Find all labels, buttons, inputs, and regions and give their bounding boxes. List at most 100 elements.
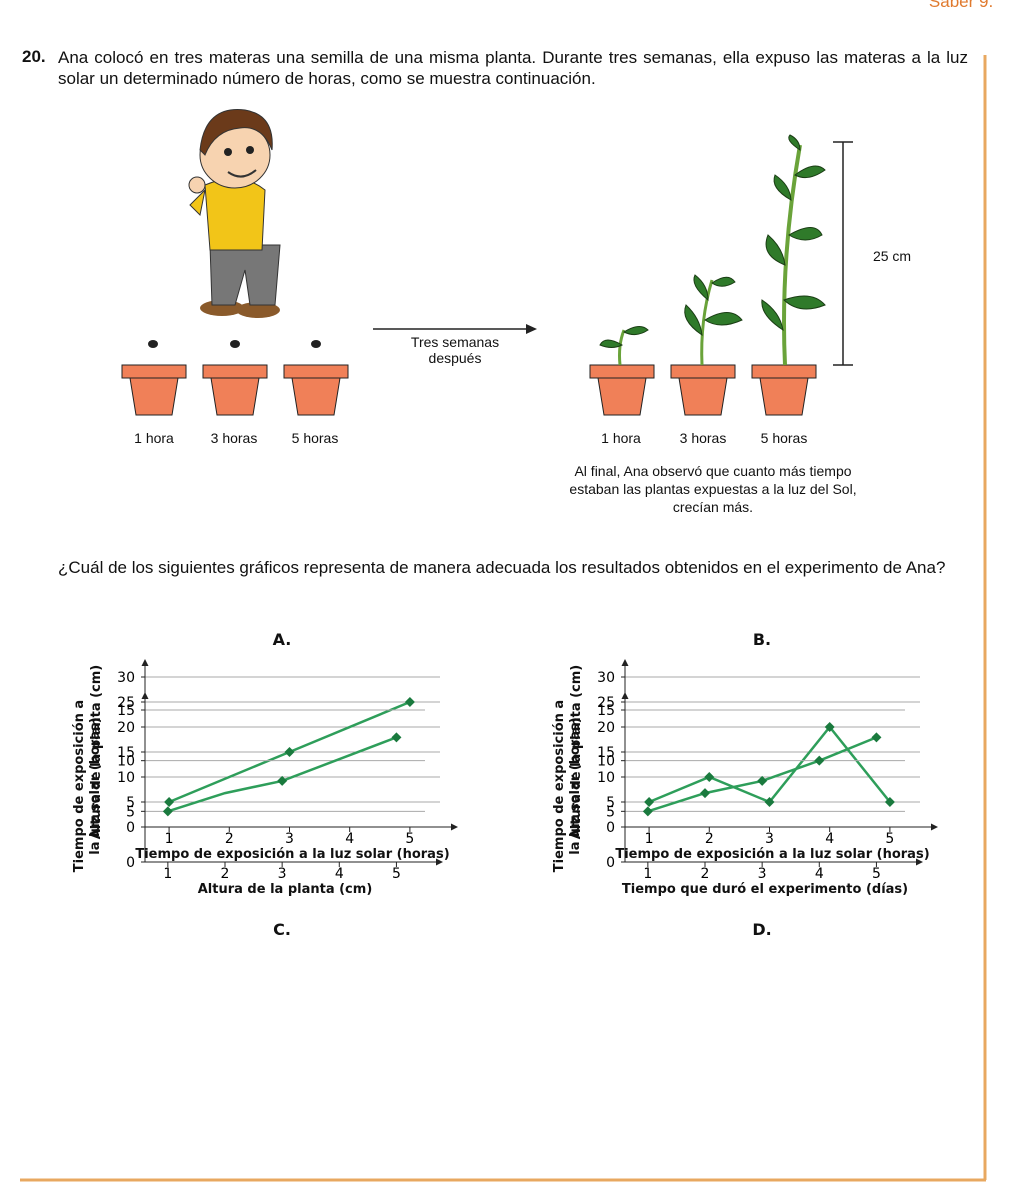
- data-point: [284, 747, 295, 757]
- chart-title: B.: [752, 630, 772, 649]
- y-axis-arrow: [141, 659, 149, 666]
- prompt: ¿Cuál de los siguientes gráficos represe…: [58, 558, 946, 577]
- chart-title: A.: [272, 630, 292, 649]
- data-point: [704, 772, 715, 782]
- height-label: 25 cm: [872, 248, 912, 264]
- pot-rim: [589, 364, 655, 379]
- y-tick-label: 5: [126, 795, 135, 811]
- x-tick-label: 5: [392, 866, 401, 882]
- y-tick-label: 0: [606, 820, 615, 836]
- pot-rim: [283, 364, 349, 379]
- pot-label: 3 horas: [679, 430, 727, 446]
- chart-title: C.: [273, 920, 291, 939]
- x-axis-label: Tiempo de exposición a la luz solar (hor…: [615, 847, 930, 862]
- x-tick-label: 5: [885, 831, 894, 847]
- x-tick-label: 4: [345, 831, 354, 847]
- y-axis-arrow: [141, 692, 149, 699]
- data-point: [814, 755, 825, 766]
- x-tick-label: 3: [285, 831, 294, 847]
- y-tick-label: 10: [597, 754, 615, 770]
- pot-rim: [202, 364, 268, 379]
- y-tick-label: 5: [606, 795, 615, 811]
- x-tick-label: 4: [335, 866, 344, 882]
- pot-rim: [121, 364, 187, 379]
- data-point: [824, 722, 835, 732]
- y-tick-label: 15: [117, 745, 135, 761]
- pot-rim: [670, 364, 736, 379]
- data-point: [884, 797, 895, 807]
- x-tick-label: 4: [815, 866, 824, 882]
- data-point: [642, 806, 653, 817]
- y-tick-label: 30: [597, 670, 615, 686]
- data-point: [164, 797, 175, 807]
- x-tick-label: 4: [825, 831, 834, 847]
- data-point: [162, 806, 173, 817]
- x-tick-label: 3: [765, 831, 774, 847]
- chart-title: D.: [752, 920, 772, 939]
- data-line: [167, 736, 397, 813]
- y-axis-label: Tiempo de exposición a la luz solar (hor…: [72, 699, 103, 873]
- x-tick-label: 1: [163, 866, 172, 882]
- y-tick-label: 10: [597, 770, 615, 786]
- caption: Al final, Ana observó que cuanto más tie…: [569, 463, 857, 515]
- x-tick-label: 1: [165, 831, 174, 847]
- y-tick-label: 5: [606, 804, 615, 820]
- y-tick-label: 10: [117, 770, 135, 786]
- data-point: [700, 788, 710, 799]
- x-tick-label: 3: [278, 866, 287, 882]
- x-tick-label: 5: [405, 831, 414, 847]
- pot-label: 1 hora: [134, 430, 174, 446]
- y-tick-label: 10: [117, 754, 135, 770]
- x-tick-label: 3: [758, 866, 767, 882]
- x-axis-arrow: [451, 823, 458, 831]
- intro-text: Ana colocó en tres materas una semilla d…: [58, 48, 968, 88]
- x-tick-label: 5: [872, 866, 881, 882]
- data-point: [757, 775, 768, 786]
- data-point: [764, 797, 775, 807]
- question-number: 20.: [22, 47, 46, 66]
- y-tick-label: 15: [597, 703, 615, 719]
- data-point: [277, 775, 288, 786]
- pot-label: 1 hora: [601, 430, 641, 446]
- pot-label: 3 horas: [210, 430, 258, 446]
- y-tick-label: 20: [597, 720, 615, 736]
- y-tick-label: 30: [117, 670, 135, 686]
- data-point: [404, 697, 415, 707]
- data-point: [871, 732, 882, 743]
- y-tick-label: 20: [117, 720, 135, 736]
- y-axis-label: Tiempo de exposición a la luz solar (hor…: [552, 699, 583, 873]
- pot-label: 5 horas: [760, 430, 808, 446]
- y-tick-label: 15: [117, 703, 135, 719]
- y-tick-label: 25: [117, 695, 135, 711]
- x-axis-arrow: [436, 858, 443, 866]
- x-axis-arrow: [916, 858, 923, 866]
- y-tick-label: 25: [597, 695, 615, 711]
- y-tick-label: 0: [126, 820, 135, 836]
- boy-illustration: [188, 109, 281, 318]
- y-tick-label: 0: [606, 855, 615, 871]
- x-tick-label: 1: [643, 866, 652, 882]
- y-axis-arrow: [621, 692, 629, 699]
- y-tick-label: 0: [126, 855, 135, 871]
- data-line: [648, 725, 891, 804]
- header: Saber 9.°: [928, 0, 1000, 11]
- x-axis-label: Altura de la planta (cm): [197, 882, 373, 897]
- x-tick-label: 2: [701, 866, 710, 882]
- x-axis-arrow: [931, 823, 938, 831]
- y-tick-label: 5: [126, 804, 135, 820]
- data-point: [391, 732, 402, 743]
- arrow-label: Tres semanas después: [410, 334, 500, 366]
- x-axis-label: Tiempo que duró el experimento (días): [621, 882, 909, 897]
- x-tick-label: 1: [645, 831, 654, 847]
- x-tick-label: 2: [705, 831, 714, 847]
- y-tick-label: 15: [597, 745, 615, 761]
- data-point: [644, 797, 655, 807]
- x-axis-label: Tiempo de exposición a la luz solar (hor…: [135, 847, 450, 862]
- x-tick-label: 2: [225, 831, 234, 847]
- y-axis-arrow: [621, 659, 629, 666]
- pot-label: 5 horas: [291, 430, 339, 446]
- pots: [121, 364, 817, 416]
